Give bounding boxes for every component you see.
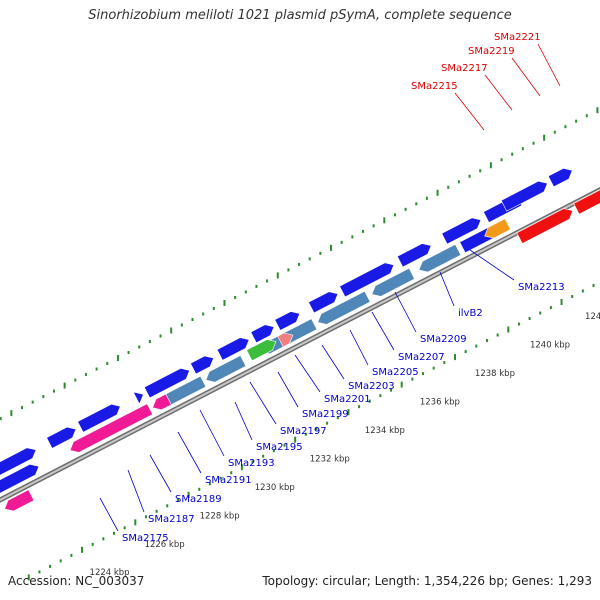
scale-label: 1234 kbp (365, 426, 405, 436)
gene-label-red: SMa2219 (468, 46, 515, 57)
gene-red-0 (516, 208, 574, 244)
gene-steel-1 (205, 355, 247, 383)
gene-plus-5 (190, 355, 214, 375)
topology-text: Topology: circular; Length: 1,354,226 bp… (262, 574, 592, 588)
gene-features (0, 167, 600, 512)
gene-steel-5 (418, 244, 462, 273)
gene-plus-inner-0 (0, 463, 40, 494)
gene-plus-0 (0, 447, 37, 476)
gene-plus-6 (216, 337, 250, 361)
gene-label: SMa2203 (348, 381, 395, 392)
gene-plus-7 (250, 324, 275, 344)
gene-label: SMa2191 (205, 475, 252, 486)
backbone-line (0, 187, 600, 503)
leader-line (349, 329, 369, 366)
scale-label: 1228 kbp (200, 511, 240, 521)
backbone-stroke (0, 187, 600, 503)
leader-line (249, 381, 277, 425)
leader-line (294, 354, 321, 393)
gene-salmon (277, 332, 294, 348)
gene-label: ilvB2 (458, 308, 483, 319)
gene-magenta-1 (69, 403, 154, 453)
backbone-highlight (0, 188, 600, 502)
map-title: Sinorhizobium meliloti 1021 plasmid pSym… (88, 8, 512, 23)
gene-green (246, 339, 277, 362)
leader-line-red (454, 92, 485, 131)
leader-line (277, 371, 299, 408)
gene-label: SMa2201 (324, 394, 371, 405)
leader-line (199, 409, 225, 457)
gene-plus-9 (308, 291, 339, 314)
leader-line (439, 271, 455, 307)
gene-red-1 (573, 189, 600, 215)
gene-plus-11 (396, 243, 432, 268)
leader-line (469, 249, 515, 281)
gene-label: SMa2197 (280, 426, 327, 437)
leader-line (177, 431, 202, 474)
leader-line (394, 291, 417, 333)
scale-label: 1230 kbp (255, 483, 295, 493)
inner-tick-dots (27, 283, 595, 581)
gene-plus-12 (441, 217, 482, 245)
leader-line-red (511, 57, 541, 97)
scale-label: 1240 kbp (530, 341, 570, 351)
gene-plus-10 (339, 262, 395, 298)
label-leader-lines (99, 43, 561, 532)
scale-label: 1232 kbp (310, 454, 350, 464)
scale-label: 1242 kbp (585, 312, 600, 322)
scale-labels: 1224 kbp 1226 kbp 1228 kbp 1230 kbp 1232 kbp… (90, 312, 600, 578)
leader-line (99, 497, 119, 532)
gene-label-red: SMa2221 (494, 32, 541, 43)
scale-label: 1224 kbp (90, 568, 130, 578)
gene-orange (484, 218, 511, 239)
leader-line (234, 401, 253, 441)
gene-steel-4 (371, 267, 416, 297)
leader-line-red (537, 43, 561, 87)
gene-label: SMa2189 (175, 494, 222, 505)
gene-plus-2 (77, 403, 121, 433)
accession-text: Accession: NC_003037 (8, 574, 145, 588)
gene-label: SMa2207 (398, 352, 445, 363)
leader-line (371, 311, 395, 351)
scale-label: 1238 kbp (475, 369, 515, 379)
leader-line (149, 454, 172, 493)
gene-label-red: SMa2217 (441, 63, 488, 74)
gene-labels: SMa2175 SMa2187 SMa2189 SMa2191 SMa2193 SMa21… (122, 32, 565, 544)
gene-label: SMa2199 (302, 409, 349, 420)
gene-label: SMa2187 (148, 514, 195, 525)
gene-sma2221 (547, 167, 573, 188)
scale-label: 1226 kbp (145, 540, 185, 550)
gene-label: SMa2209 (420, 334, 467, 345)
gene-magenta-0 (4, 489, 35, 512)
gene-label: SMa2193 (228, 458, 275, 469)
gene-label: SMa2213 (518, 282, 565, 293)
gene-label-red: SMa2215 (411, 81, 458, 92)
gene-label: SMa2175 (122, 533, 169, 544)
scale-label: 1236 kbp (420, 398, 460, 408)
gene-label: SMa2205 (372, 367, 419, 378)
leader-line-red (484, 74, 513, 111)
leader-line (321, 344, 345, 380)
gene-label: SMa2195 (256, 442, 303, 453)
gene-plus-4 (143, 368, 191, 399)
gene-steel-3 (317, 290, 371, 325)
outer-tick-dots (0, 107, 599, 421)
gene-plus-1 (46, 426, 77, 449)
leader-line (127, 469, 145, 513)
gene-plus-8 (274, 311, 301, 331)
gene-magenta-2 (152, 393, 172, 411)
gene-plus-3 (133, 391, 144, 404)
gene-sma2219 (500, 180, 548, 212)
